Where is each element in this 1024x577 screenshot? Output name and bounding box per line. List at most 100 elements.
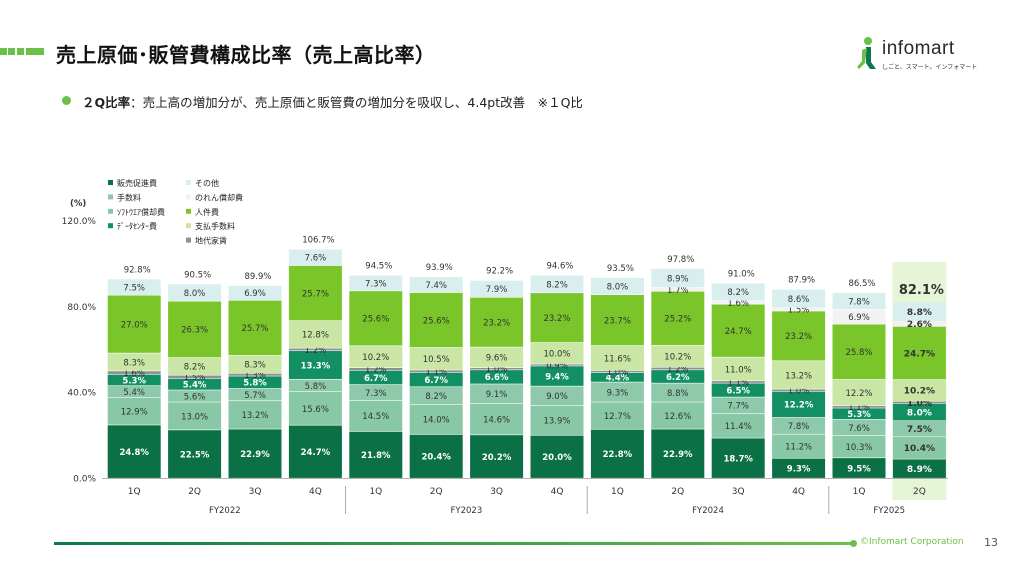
data-label: 25.7% (241, 324, 268, 334)
bar-segment (711, 381, 765, 383)
bar-segment (228, 355, 282, 373)
title-accent-mark (0, 48, 44, 55)
data-label: 8.0% (907, 408, 932, 418)
bar-segment (772, 389, 826, 391)
bar-segment (772, 361, 826, 389)
bar-segment (349, 384, 403, 401)
data-label: 6.2% (666, 373, 690, 383)
bar-segment (168, 375, 222, 379)
legend-label: のれん償却費 (195, 192, 243, 202)
bar-segment (228, 285, 282, 301)
total-label: 86.5% (848, 279, 875, 289)
legend-label: 人件費 (195, 207, 219, 217)
bar-segment (107, 425, 161, 478)
data-label: 18.7% (723, 454, 753, 464)
x-tick-label: 1Q (369, 487, 382, 497)
data-label: 5.7% (244, 391, 266, 401)
data-label: 20.2% (482, 453, 512, 463)
bar-segment (288, 425, 342, 478)
data-label: 7.5% (907, 425, 932, 435)
x-tick-label: 2Q (188, 487, 201, 497)
legend-swatch (186, 180, 191, 185)
data-label: 12.2% (784, 401, 814, 411)
data-label: 23.2% (483, 318, 510, 328)
summary-bullet-text: ：売上高の増加分が、売上原価と販管費の増加分を吸収し、4.4pt改善 ※１Q比 (130, 95, 583, 110)
data-label: 0.9% (546, 361, 568, 371)
total-label: 92.2% (486, 267, 513, 277)
data-label: 8.3% (123, 358, 145, 368)
total-label: 93.5% (607, 264, 634, 274)
x-tick-label: 1Q (853, 487, 866, 497)
data-label: 8.2% (425, 392, 447, 402)
data-label: 10.2% (904, 387, 935, 397)
company-logo: infomart しごと、スマート。インフォマート (856, 36, 986, 76)
legend-swatch (186, 194, 191, 200)
data-label: 13.9% (543, 417, 570, 427)
bar-segment (168, 378, 222, 390)
data-label: 20.0% (542, 453, 572, 463)
bar-segment (228, 401, 282, 429)
total-label: 97.8% (667, 255, 694, 265)
data-label: 24.7% (301, 448, 331, 458)
bar-segment (107, 374, 161, 386)
data-label: 7.5% (123, 283, 145, 293)
total-label: 82.1% (899, 283, 944, 298)
total-label: 94.5% (365, 262, 392, 272)
legend-label: ﾃﾞｰﾀｾﾝﾀｰ費 (117, 221, 157, 231)
legend-swatch (186, 237, 191, 243)
bar-segment (892, 321, 946, 327)
total-label: 94.6% (546, 262, 573, 272)
bar-segment (711, 304, 765, 357)
x-tick-label: 1Q (128, 487, 141, 497)
bar-segment (892, 437, 946, 459)
bar-segment (651, 268, 705, 288)
bar-segment (832, 379, 886, 406)
total-label: 106.7% (302, 236, 334, 246)
data-label: 7.8% (848, 297, 870, 307)
bar-segment (349, 275, 403, 291)
x-tick-label: 4Q (309, 487, 322, 497)
bar-segment (832, 419, 886, 436)
total-label: 93.9% (426, 263, 453, 273)
bar-segment (772, 391, 826, 418)
data-label: 12.8% (302, 331, 329, 341)
data-label: 24.7% (904, 349, 935, 359)
data-label: 1.0% (607, 368, 629, 378)
summary-bullet-label: ２Q比率 (82, 95, 131, 110)
page-title: 売上原価･販管費構成比率（売上高比率） (56, 43, 436, 67)
data-label: 8.9% (667, 274, 689, 284)
group-label: FY2024 (692, 506, 724, 516)
data-label: 21.8% (361, 451, 391, 461)
data-label: 5.4% (183, 381, 207, 391)
bar-segment (349, 291, 403, 346)
bar-segment (530, 386, 584, 406)
data-label: 11.2% (785, 443, 812, 453)
bar-segment (228, 429, 282, 478)
bar-segment (107, 371, 161, 375)
bar-segment (590, 345, 644, 371)
footer-gradient-bar (54, 542, 851, 545)
data-label: 10.3% (845, 443, 872, 453)
bar-segment (772, 434, 826, 458)
bar-segment (590, 295, 644, 346)
data-label: 20.4% (421, 453, 451, 463)
bar-segment (107, 295, 161, 353)
data-label: 24.8% (119, 448, 149, 458)
data-label: 10.4% (904, 444, 935, 454)
data-label: 10.0% (543, 350, 570, 360)
bar-segment (168, 430, 222, 478)
data-label: 9.1% (486, 390, 508, 400)
bar-segment (470, 297, 524, 347)
bar-segment (711, 397, 765, 414)
data-label: 1.2% (667, 365, 689, 375)
bar-segment (288, 249, 342, 266)
legend-label: 地代家賃 (195, 236, 227, 246)
data-label: 11.6% (604, 354, 631, 364)
data-label: 9.6% (486, 354, 508, 364)
bar-segment (409, 370, 463, 373)
data-label: 5.3% (847, 410, 871, 420)
bar-segment (892, 379, 946, 402)
bar-segment (892, 403, 946, 421)
data-label: 25.6% (362, 315, 389, 325)
data-label: 8.8% (907, 308, 932, 318)
